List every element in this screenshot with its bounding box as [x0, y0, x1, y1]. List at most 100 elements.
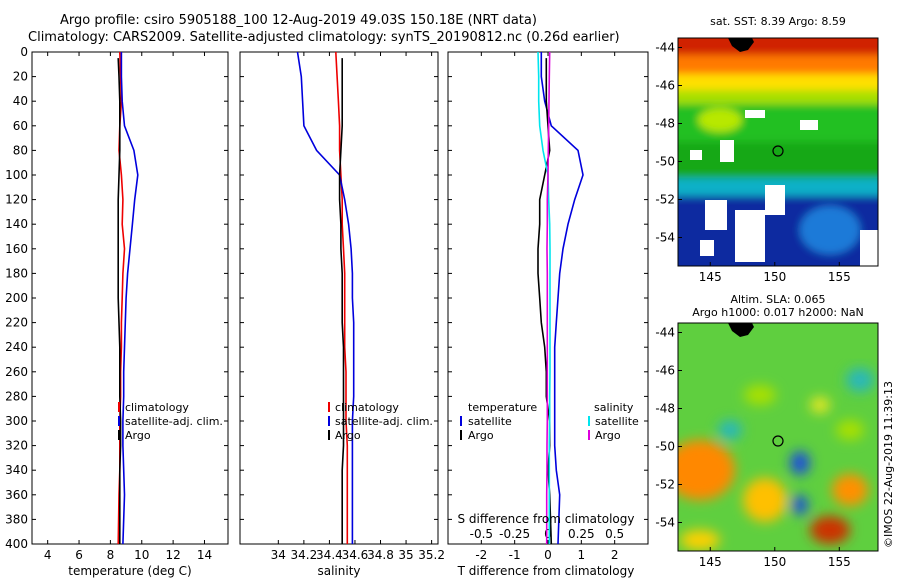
xtick-label: 35.2 — [418, 548, 445, 562]
series-line-satellite-adj-clim- — [120, 52, 139, 544]
map-ytick-label: -50 — [655, 440, 675, 454]
xtick-label: 6 — [75, 548, 83, 562]
map-ytick-label: -44 — [655, 41, 675, 55]
xtick-label: 34.6 — [342, 548, 369, 562]
difference-lines — [537, 52, 584, 544]
temperature-xaxis: 4 6 8 10 12 14 — [44, 52, 212, 562]
sst-map-axes: 145 150 155 -44 -46 -48 -50 -52 -54 — [655, 41, 850, 285]
map-xtick-label: 150 — [763, 555, 786, 569]
map-xtick-label: 150 — [763, 270, 786, 284]
ytick-label: 180 — [5, 266, 28, 280]
ytick-label: 380 — [5, 512, 28, 526]
map-ytick-label: -54 — [655, 231, 675, 245]
series-line-argo — [117, 58, 122, 544]
map-xtick-label: 145 — [699, 555, 722, 569]
sla-map-frame — [677, 322, 879, 552]
sla-map — [678, 323, 878, 551]
sst-cloud-mask — [690, 110, 878, 266]
imos-stamp: ©IMOS 22-Aug-2019 11:39:13 — [882, 381, 895, 548]
xtick-label: 4 — [44, 548, 52, 562]
ytick-label: 260 — [5, 365, 28, 379]
tasmania-coast — [728, 38, 754, 52]
series-line-satellite-adj-clim- — [296, 52, 355, 544]
temperature-panel — [31, 51, 229, 545]
temperature-xlabel: temperature (deg C) — [68, 564, 191, 578]
sst-field — [678, 38, 878, 266]
legend-label-climatology: climatology — [335, 401, 399, 414]
ytick-label: 320 — [5, 439, 28, 453]
xtick-label: -1 — [509, 548, 521, 562]
series-line-climatology — [335, 52, 349, 544]
salinity-xaxis: 34 34.234.434.634.8 35 35.2 — [271, 52, 445, 562]
map-xtick-label: 155 — [828, 270, 851, 284]
legend-title-temperature: temperature — [468, 401, 537, 414]
xtick-top-label: 0.25 — [568, 527, 595, 541]
xtick-top-label: -0.5 — [470, 527, 493, 541]
ytick-label: 20 — [13, 70, 28, 84]
legend-label-argo: Argo — [125, 429, 151, 442]
sst-map — [678, 38, 878, 266]
xtick-label: 14 — [197, 548, 212, 562]
map-ytick-label: -52 — [655, 193, 675, 207]
map-ytick-label: -48 — [655, 402, 675, 416]
figure-title-line1: Argo profile: csiro 5905188_100 12-Aug-2… — [60, 13, 537, 28]
legend-title-salinity: salinity — [594, 401, 634, 414]
depth-axis: 0 20 40 60 80 100 120 140 160 180 200 220 240 260 280 3… — [5, 45, 648, 551]
map-ytick-label: -52 — [655, 478, 675, 492]
tasmania-coast — [728, 323, 754, 337]
ytick-label: 60 — [13, 119, 28, 133]
t-difference-xlabel: T difference from climatology — [457, 564, 635, 578]
xtick-label: 10 — [134, 548, 149, 562]
xtick-top-label: -0.25 — [499, 527, 530, 541]
legend-label-s-satellite: satellite — [595, 415, 639, 428]
sla-map-title1: Altim. SLA: 0.065 — [730, 293, 825, 306]
ytick-label: 100 — [5, 168, 28, 182]
ytick-label: 220 — [5, 316, 28, 330]
ytick-label: 80 — [13, 143, 28, 157]
ytick-label: 340 — [5, 463, 28, 477]
legend-label-satellite: satellite-adj. clim. — [125, 415, 223, 428]
series-line-salinity-argo — [545, 52, 551, 544]
xtick-top-label: 0 — [544, 527, 552, 541]
legend-label-satellite: satellite-adj. clim. — [335, 415, 433, 428]
sla-map-title2: Argo h1000: 0.017 h2000: NaN — [692, 306, 864, 319]
xtick-top-label: 0.5 — [605, 527, 624, 541]
t-difference-xaxis: -2 -1 0 1 2 — [475, 52, 618, 562]
ytick-label: 200 — [5, 291, 28, 305]
xtick-label: 12 — [165, 548, 180, 562]
ytick-label: 140 — [5, 217, 28, 231]
map-ytick-label: -54 — [655, 516, 675, 530]
ytick-label: 300 — [5, 414, 28, 428]
sla-map-axes: 145 150 155 -44 -46 -48 -50 -52 -54 — [655, 326, 850, 570]
temperature-lines — [117, 52, 139, 544]
map-ytick-label: -46 — [655, 79, 675, 93]
xtick-label: 34 — [271, 548, 286, 562]
sla-field — [678, 368, 874, 550]
argo-location-marker — [772, 145, 784, 157]
xtick-label: -2 — [475, 548, 487, 562]
xtick-label: 8 — [107, 548, 115, 562]
series-line-salinity-satellite — [537, 52, 551, 544]
map-xtick-label: 145 — [699, 270, 722, 284]
s-difference-xlabel: S difference from climatology — [458, 512, 635, 526]
xtick-label: 35 — [398, 548, 413, 562]
temperature-legend: climatology satellite-adj. clim. Argo — [118, 401, 223, 442]
legend-label-t-argo: Argo — [468, 429, 494, 442]
xtick-label: 1 — [578, 548, 586, 562]
difference-legend: temperature satellite Argo salinity sate… — [460, 401, 639, 442]
sst-map-title: sat. SST: 8.39 Argo: 8.59 — [710, 15, 846, 28]
map-xtick-label: 155 — [828, 555, 851, 569]
ytick-label: 0 — [20, 45, 28, 59]
salinity-lines — [296, 52, 355, 544]
xtick-label: 34.8 — [367, 548, 394, 562]
legend-label-s-argo: Argo — [595, 429, 621, 442]
map-ytick-label: -50 — [655, 155, 675, 169]
ytick-label: 280 — [5, 389, 28, 403]
legend-label-argo: Argo — [335, 429, 361, 442]
legend-label-t-satellite: satellite — [468, 415, 512, 428]
map-ytick-label: -48 — [655, 117, 675, 131]
ytick-label: 360 — [5, 488, 28, 502]
xtick-label: 2 — [611, 548, 619, 562]
ytick-label: 120 — [5, 193, 28, 207]
